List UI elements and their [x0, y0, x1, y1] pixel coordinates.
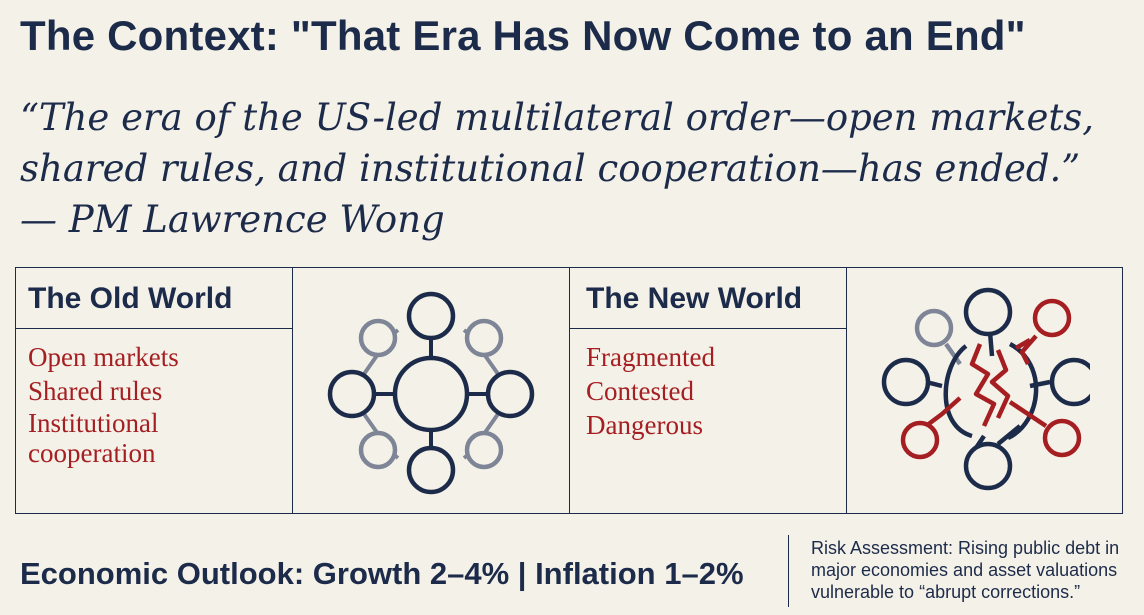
gray-node [358, 318, 398, 358]
crack-line [989, 349, 1011, 419]
divider [569, 268, 570, 513]
red-node [900, 420, 940, 460]
navy-link [1029, 379, 1051, 389]
hub-node [392, 355, 470, 433]
gray-link [482, 412, 500, 436]
quote-block: “The era of the US-led multilateral orde… [20, 92, 1130, 245]
fractured-network-diagram [881, 287, 1090, 491]
new-world-list: Fragmented Contested Dangerous [586, 340, 715, 442]
new-world-heading: The New World [586, 282, 803, 315]
connected-network-diagram [327, 291, 535, 495]
gray-link [482, 352, 500, 376]
red-link [1008, 400, 1048, 428]
navy-node [1049, 357, 1090, 407]
gray-link [362, 412, 380, 436]
navy-node [406, 291, 456, 341]
divider [292, 268, 293, 513]
gray-node [464, 318, 504, 358]
red-link [1019, 334, 1038, 366]
navy-node [963, 441, 1013, 491]
quote-line-2: shared rules, and institutional cooperat… [20, 147, 1081, 190]
divider [569, 328, 846, 329]
risk-assessment: Risk Assessment: Rising public debt in m… [811, 538, 1120, 602]
gray-node [358, 430, 398, 470]
gray-link [362, 352, 380, 376]
gray-node [464, 430, 504, 470]
list-item: Open markets [28, 342, 179, 372]
divider [16, 328, 292, 329]
navy-node [963, 287, 1013, 337]
list-item: Contested [586, 376, 694, 406]
comparison-panel: The Old World Open markets Shared rules … [15, 267, 1123, 514]
navy-node [406, 445, 456, 495]
page-title: The Context: "That Era Has Now Come to a… [20, 12, 1026, 59]
red-node [1042, 418, 1082, 458]
economic-outlook: Economic Outlook: Growth 2–4% | Inflatio… [20, 556, 744, 591]
navy-node [485, 369, 535, 419]
hub-arc [1006, 342, 1039, 441]
gray-node [914, 308, 954, 348]
divider [788, 535, 789, 607]
red-link [924, 396, 962, 428]
old-world-heading: The Old World [28, 282, 233, 315]
list-item: Fragmented [586, 342, 715, 372]
red-link [1014, 338, 1032, 350]
list-item: Institutional cooperation [28, 408, 159, 468]
red-node [1032, 298, 1072, 338]
quote-line-1: “The era of the US-led multilateral orde… [20, 96, 1095, 139]
list-item: Dangerous [586, 410, 703, 440]
old-world-list: Open markets Shared rules Institutional … [28, 340, 268, 468]
navy-node [327, 369, 377, 419]
divider [846, 268, 847, 513]
gray-link [944, 342, 962, 366]
list-item: Shared rules [28, 376, 163, 406]
quote-attribution: — PM Lawrence Wong [20, 198, 445, 241]
navy-node [881, 357, 931, 407]
hub-arc [943, 344, 973, 439]
crack-line [969, 343, 997, 427]
